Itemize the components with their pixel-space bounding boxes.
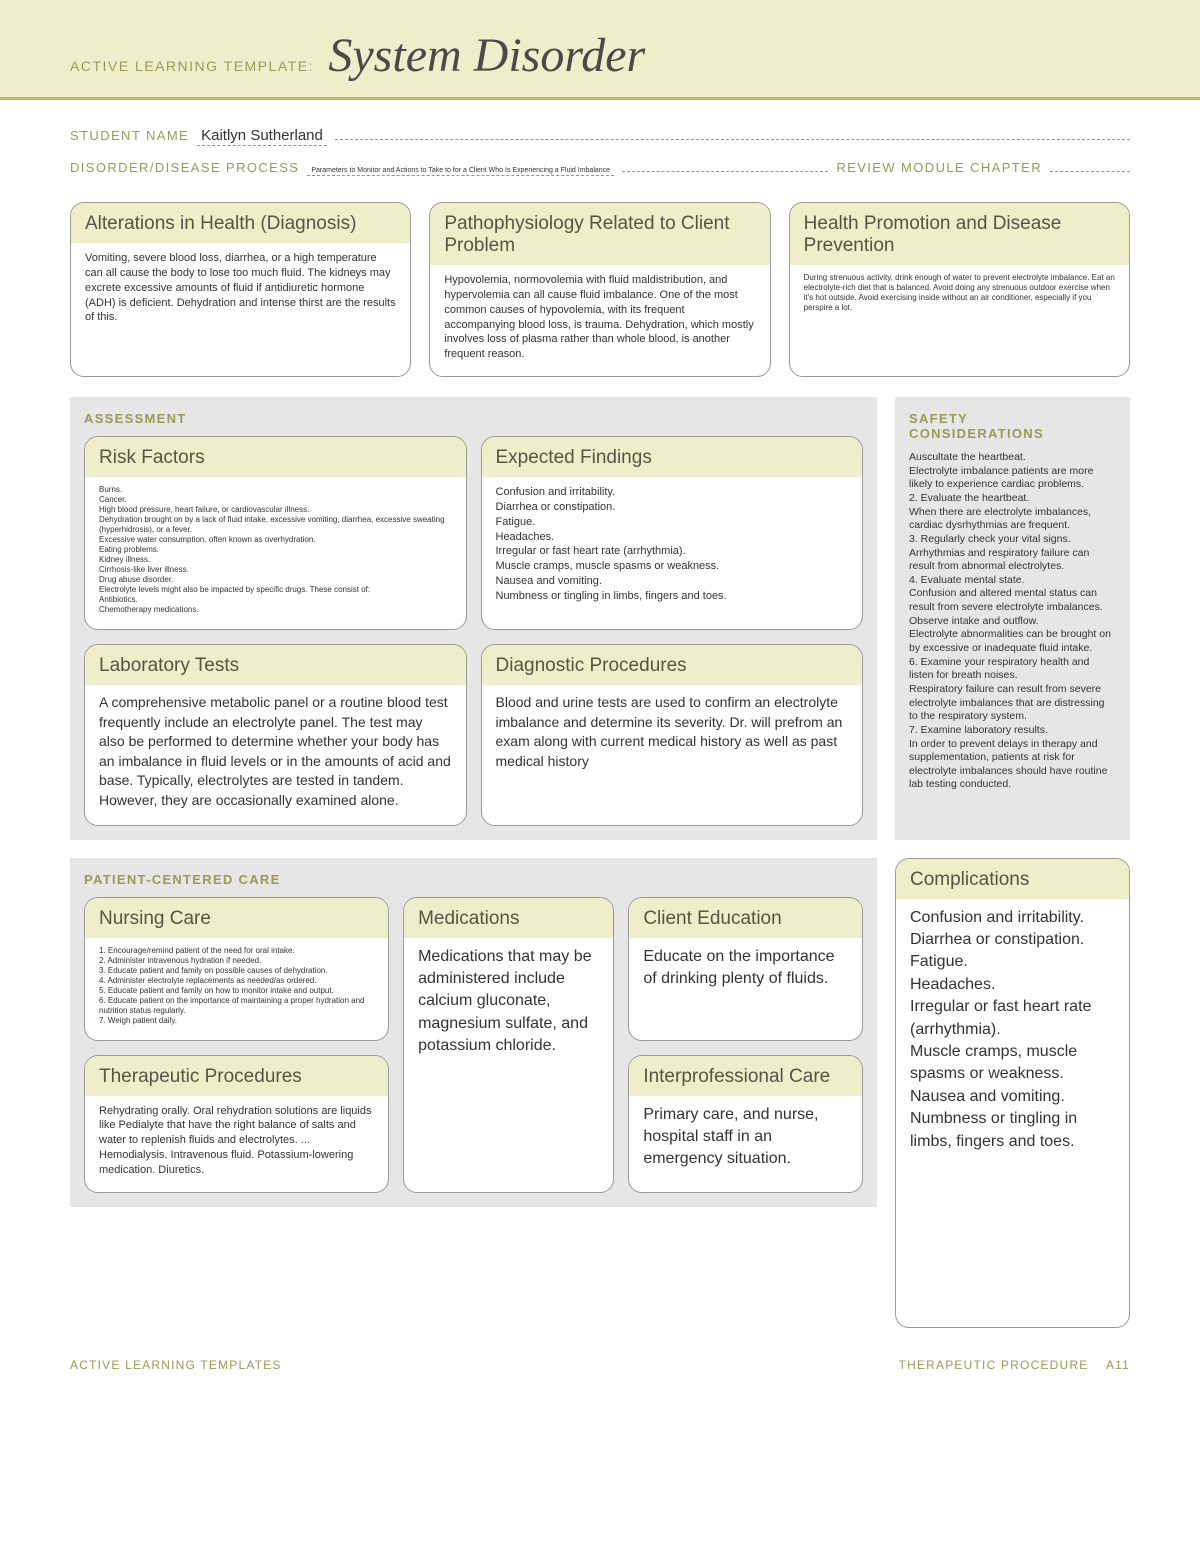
footer: ACTIVE LEARNING TEMPLATES THERAPEUTIC PR…: [0, 1328, 1200, 1412]
box-title: Complications: [896, 859, 1129, 899]
promo-box: Health Promotion and Disease Prevention …: [789, 202, 1130, 377]
pcc-col: PATIENT-CENTERED CARE Nursing Care 1. En…: [70, 858, 877, 1328]
inter-box: Interprofessional Care Primary care, and…: [628, 1055, 863, 1193]
safety-label: SAFETYCONSIDERATIONS: [909, 411, 1116, 441]
student-row: STUDENT NAME Kaitlyn Sutherland: [70, 124, 1130, 146]
safety-body: Auscultate the heartbeat. Electrolyte im…: [909, 451, 1116, 792]
box-title: Medications: [404, 898, 613, 938]
review-label: REVIEW MODULE CHAPTER: [836, 160, 1042, 175]
top-row: Alterations in Health (Diagnosis) Vomiti…: [70, 202, 1130, 377]
box-title: Pathophysiology Related to Client Proble…: [430, 203, 769, 265]
findings-box: Expected Findings Confusion and irritabi…: [481, 436, 864, 630]
review-group: REVIEW MODULE CHAPTER: [836, 156, 1130, 175]
assessment-label: ASSESSMENT: [84, 411, 863, 426]
box-body: Confusion and irritability. Diarrhea or …: [896, 899, 1129, 1327]
box-body: Primary care, and nurse, hospital staff …: [629, 1096, 862, 1192]
risk-box: Risk Factors Burns. Cancer. High blood p…: [84, 436, 467, 630]
box-title: Laboratory Tests: [85, 645, 466, 685]
content: Alterations in Health (Diagnosis) Vomiti…: [0, 192, 1200, 1328]
assessment-row: ASSESSMENT Risk Factors Burns. Cancer. H…: [70, 397, 1130, 858]
box-body: Confusion and irritability. Diarrhea or …: [482, 477, 863, 629]
meta-block: STUDENT NAME Kaitlyn Sutherland DISORDER…: [0, 100, 1200, 192]
box-title: Risk Factors: [85, 437, 466, 477]
footer-left: ACTIVE LEARNING TEMPLATES: [70, 1358, 282, 1372]
box-title: Interprofessional Care: [629, 1056, 862, 1096]
box-body: Educate on the importance of drinking pl…: [629, 938, 862, 1040]
student-label: STUDENT NAME: [70, 128, 189, 143]
thera-box: Therapeutic Procedures Rehydrating orall…: [84, 1055, 389, 1193]
assessment-stack: Risk Factors Burns. Cancer. High blood p…: [84, 436, 863, 826]
pcc-grid: Nursing Care 1. Encourage/remind patient…: [84, 897, 863, 1193]
box-title: Expected Findings: [482, 437, 863, 477]
complications-box: Complications Confusion and irritability…: [895, 858, 1130, 1328]
disorder-row: DISORDER/DISEASE PROCESS Parameters to M…: [70, 156, 1130, 176]
nursing-box: Nursing Care 1. Encourage/remind patient…: [84, 897, 389, 1041]
patho-box: Pathophysiology Related to Client Proble…: [429, 202, 770, 377]
box-title: Client Education: [629, 898, 862, 938]
meds-box: Medications Medications that may be admi…: [403, 897, 614, 1193]
banner-title: System Disorder: [328, 28, 645, 83]
assessment-col: ASSESSMENT Risk Factors Burns. Cancer. H…: [70, 397, 877, 858]
assessment-segment: ASSESSMENT Risk Factors Burns. Cancer. H…: [70, 397, 877, 840]
box-body: Vomiting, severe blood loss, diarrhea, o…: [71, 243, 410, 376]
fill-line: [1050, 156, 1130, 172]
footer-page: A11: [1106, 1358, 1130, 1372]
safety-segment: SAFETYCONSIDERATIONS Auscultate the hear…: [895, 397, 1130, 840]
assessment-bottom-row: Laboratory Tests A comprehensive metabol…: [84, 644, 863, 826]
complications-col: Complications Confusion and irritability…: [895, 858, 1130, 1328]
box-title: Therapeutic Procedures: [85, 1056, 388, 1096]
alterations-box: Alterations in Health (Diagnosis) Vomiti…: [70, 202, 411, 377]
box-body: Hypovolemia, normovolemia with fluid mal…: [430, 265, 769, 376]
box-title: Diagnostic Procedures: [482, 645, 863, 685]
box-title: Nursing Care: [85, 898, 388, 938]
diag-box: Diagnostic Procedures Blood and urine te…: [481, 644, 864, 826]
box-title: Health Promotion and Disease Prevention: [790, 203, 1129, 265]
pcc-segment: PATIENT-CENTERED CARE Nursing Care 1. En…: [70, 858, 877, 1207]
assessment-top-row: Risk Factors Burns. Cancer. High blood p…: [84, 436, 863, 630]
fill-line: [335, 124, 1130, 140]
disorder-label: DISORDER/DISEASE PROCESS: [70, 160, 299, 175]
box-body: Blood and urine tests are used to confir…: [482, 685, 863, 825]
disorder-value: Parameters to Monitor and Actions to Tak…: [307, 167, 614, 176]
safety-col: SAFETYCONSIDERATIONS Auscultate the hear…: [895, 397, 1130, 858]
footer-right-label: THERAPEUTIC PROCEDURE: [899, 1358, 1089, 1372]
box-body: Medications that may be administered inc…: [404, 938, 613, 1192]
box-body: Burns. Cancer. High blood pressure, hear…: [85, 477, 466, 629]
pcc-row: PATIENT-CENTERED CARE Nursing Care 1. En…: [70, 858, 1130, 1328]
box-title: Alterations in Health (Diagnosis): [71, 203, 410, 243]
page: ACTIVE LEARNING TEMPLATE: System Disorde…: [0, 0, 1200, 1412]
edu-box: Client Education Educate on the importan…: [628, 897, 863, 1041]
labs-box: Laboratory Tests A comprehensive metabol…: [84, 644, 467, 826]
student-value: Kaitlyn Sutherland: [197, 127, 327, 146]
pcc-label: PATIENT-CENTERED CARE: [84, 872, 863, 887]
box-body: 1. Encourage/remind patient of the need …: [85, 938, 388, 1040]
box-body: A comprehensive metabolic panel or a rou…: [85, 685, 466, 825]
box-body: Rehydrating orally. Oral rehydration sol…: [85, 1096, 388, 1192]
fill-line: [622, 156, 828, 172]
banner-prefix: ACTIVE LEARNING TEMPLATE:: [70, 58, 314, 74]
box-body: During strenuous activity, drink enough …: [790, 265, 1129, 376]
footer-right: THERAPEUTIC PROCEDURE A11: [899, 1358, 1130, 1372]
banner: ACTIVE LEARNING TEMPLATE: System Disorde…: [0, 0, 1200, 100]
